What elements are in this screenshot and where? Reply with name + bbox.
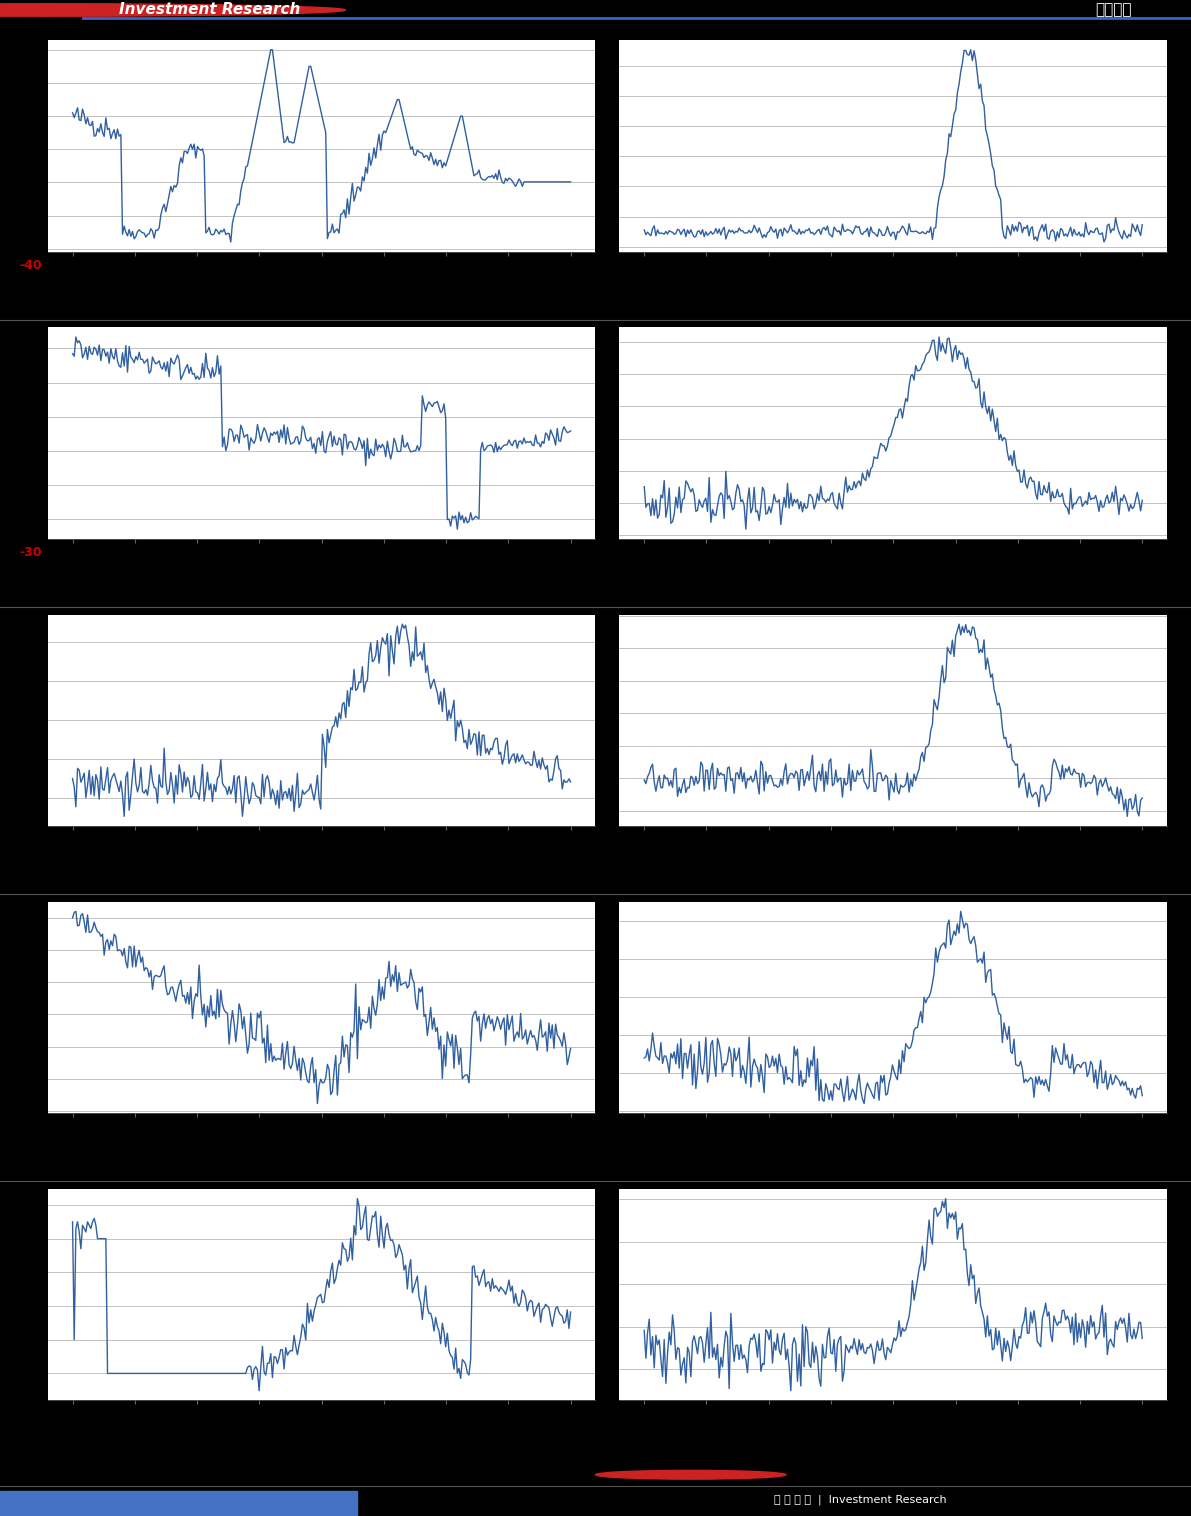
Text: 光 大 证 券  |  Investment Research: 光 大 证 券 | Investment Research: [774, 1495, 947, 1505]
Text: -30: -30: [19, 546, 42, 559]
Circle shape: [596, 1471, 786, 1480]
Text: Investment Research: Investment Research: [119, 3, 300, 18]
Bar: [0, 1492, 357, 1516]
Text: 估値周报: 估値周报: [1096, 3, 1133, 18]
Text: -40: -40: [19, 259, 42, 273]
Circle shape: [0, 3, 345, 17]
